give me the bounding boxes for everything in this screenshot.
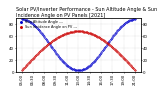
Legend: Sun Altitude Angle ---, Sun Incidence Angle on PV ---: Sun Altitude Angle ---, Sun Incidence An… <box>18 20 77 29</box>
Text: Solar PV/Inverter Performance - Sun Altitude Angle & Sun Incidence Angle on PV P: Solar PV/Inverter Performance - Sun Alti… <box>16 7 157 18</box>
